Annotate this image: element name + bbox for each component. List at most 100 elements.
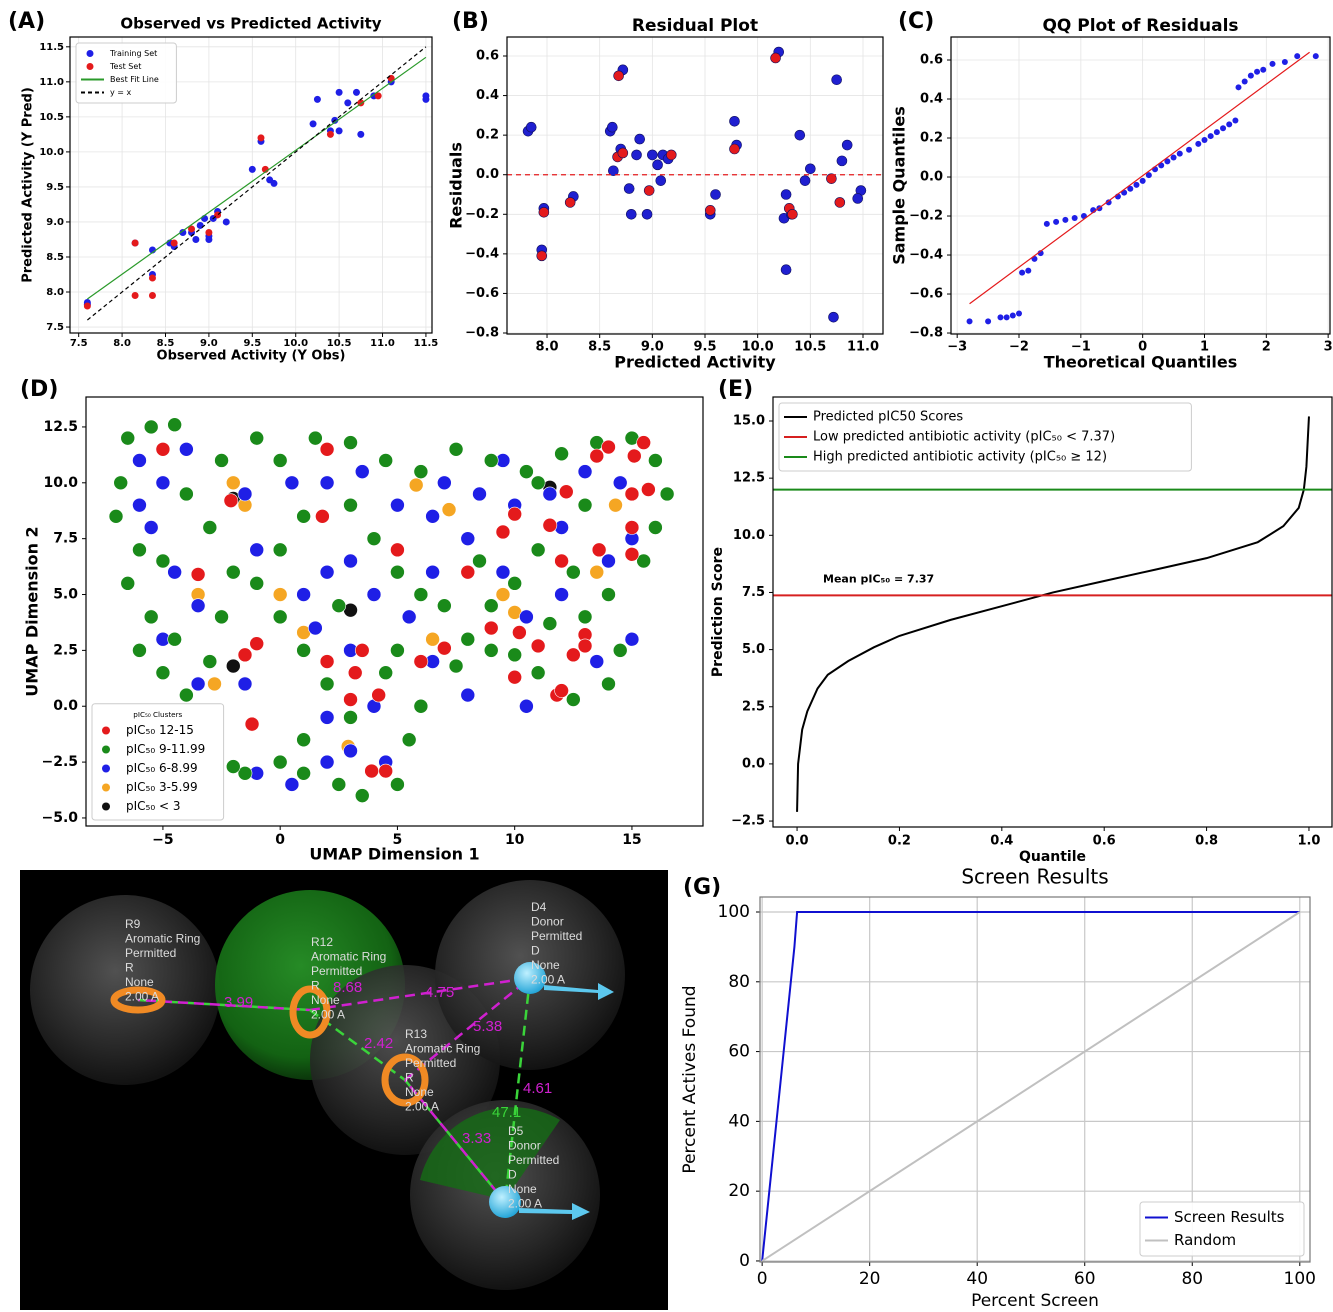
legend-swatch: [102, 764, 110, 773]
legend-label: Best Fit Line: [110, 75, 159, 84]
data-point: [132, 542, 147, 558]
feature-label: Permitted: [125, 946, 176, 960]
y-axis-label: Residuals: [447, 142, 466, 229]
y-tick-label: −2.5: [41, 754, 78, 770]
data-point: [643, 185, 655, 196]
data-line: [761, 911, 1300, 1262]
data-point: [225, 759, 241, 774]
data-point: [347, 665, 363, 681]
x-tick-label: 9.0: [200, 338, 218, 349]
y-tick-label: 40: [728, 1111, 750, 1131]
data-point: [296, 509, 311, 524]
legend-label: Low predicted antibiotic activity (pIC₅₀…: [813, 430, 1115, 445]
data-point: [577, 464, 593, 479]
data-point: [530, 665, 546, 681]
data-point: [1139, 177, 1146, 184]
panel-label: (B): [452, 9, 489, 34]
data-point: [624, 486, 640, 502]
legend-swatch: [102, 802, 110, 811]
data-point: [1220, 125, 1227, 132]
data-point: [132, 497, 147, 513]
data-point: [207, 676, 222, 692]
data-point: [1232, 117, 1239, 124]
x-tick-label: 11.5: [414, 338, 439, 349]
data-point: [566, 692, 581, 707]
data-point: [780, 264, 792, 275]
data-point: [1195, 140, 1202, 147]
data-point: [364, 763, 379, 779]
data-point: [319, 475, 335, 491]
data-point: [167, 417, 182, 433]
legend-box: [91, 703, 225, 821]
y-tick-label: 0.0: [742, 756, 765, 771]
data-point: [437, 475, 452, 491]
y-tick-label: 15.0: [733, 414, 765, 429]
data-point: [985, 318, 992, 325]
feature-label: Donor: [531, 915, 564, 929]
feature-label: 2.00 A: [125, 990, 159, 1004]
data-point: [577, 638, 593, 654]
panel-label: (E): [718, 377, 753, 402]
data-point: [448, 658, 464, 674]
data-point: [530, 638, 546, 654]
legend-label: Random: [1174, 1231, 1236, 1249]
plot-frame: [759, 896, 1311, 1263]
data-point: [554, 446, 569, 462]
feature-label: Permitted: [508, 1153, 559, 1167]
data-point: [564, 197, 576, 208]
data-point: [188, 225, 196, 233]
data-point: [495, 564, 511, 580]
legend-swatch: [102, 726, 110, 735]
data-point: [525, 121, 537, 133]
data-point: [225, 475, 241, 491]
data-point: [148, 292, 156, 300]
data-point: [108, 509, 124, 524]
data-point: [190, 676, 206, 692]
data-point: [343, 710, 358, 725]
data-point: [613, 70, 624, 82]
data-point: [237, 676, 253, 692]
data-point: [530, 542, 546, 558]
y-tick-label: 9.0: [46, 217, 64, 228]
feature-label: R: [405, 1071, 414, 1085]
data-point: [425, 631, 440, 647]
y-tick-label: 7.5: [742, 585, 765, 600]
y-tick-label: 8.0: [46, 287, 64, 298]
x-tick-label: 8.0: [113, 338, 131, 349]
panel-f: [20, 870, 668, 1310]
feature-label: Permitted: [405, 1056, 456, 1070]
x-tick-label: 80: [1181, 1269, 1203, 1289]
data-point: [313, 95, 321, 103]
x-axis-label: UMAP Dimension 1: [309, 845, 479, 864]
x-tick-label: 2: [1262, 340, 1271, 355]
chart-panel: (C) QQ Plot of Residuals −3 −2 −1 0 1 2 3 −0.8 −0.…: [890, 9, 1333, 372]
data-point: [472, 486, 487, 502]
data-point: [507, 506, 522, 522]
data-line: [969, 51, 1310, 305]
data-point: [460, 531, 476, 546]
data-point: [647, 149, 658, 161]
data-point: [205, 228, 213, 236]
data-point: [167, 564, 182, 580]
x-tick-label: 11.0: [370, 338, 395, 349]
data-point: [179, 228, 187, 236]
data-point: [308, 430, 323, 446]
data-point: [634, 133, 646, 145]
data-point: [354, 464, 370, 479]
y-tick-label: 0.2: [920, 131, 943, 146]
x-axis-label: Theoretical Quantiles: [1044, 353, 1238, 372]
x-tick-label: 0.6: [1093, 834, 1116, 849]
y-tick-label: 7.5: [46, 322, 64, 333]
legend-swatch: [102, 745, 110, 754]
distance-label: 2.42: [364, 1035, 393, 1052]
feature-label: 2.00 A: [531, 973, 565, 987]
data-point: [1312, 53, 1319, 60]
data-point: [244, 716, 260, 732]
data-point: [425, 509, 440, 524]
data-point: [612, 475, 628, 491]
plot-frame: [506, 36, 884, 335]
y-tick-label: 0.0: [920, 170, 943, 185]
feature-label: 2.00 A: [405, 1100, 439, 1114]
donor-vector: [544, 983, 614, 1000]
